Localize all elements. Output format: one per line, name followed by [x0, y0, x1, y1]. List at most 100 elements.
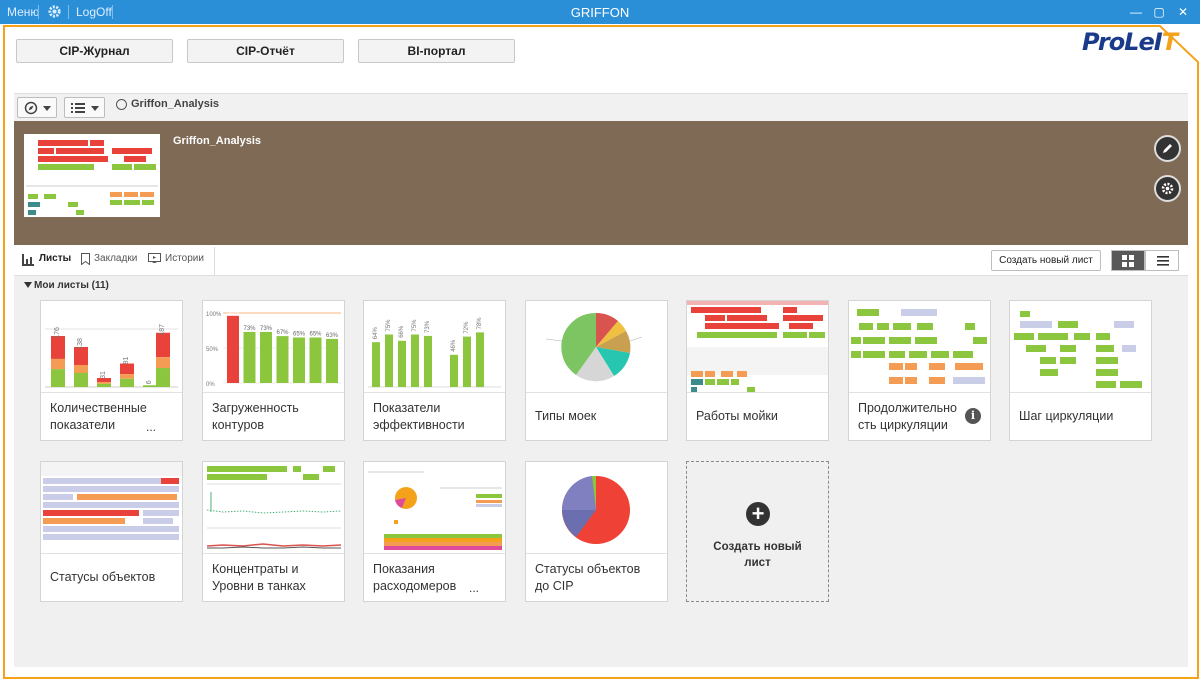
wash-types-pie — [545, 312, 643, 382]
my-sheets-label: Мои листы (11) — [34, 280, 109, 291]
bar-segment — [156, 357, 170, 369]
app-frame — [0, 24, 1200, 680]
cip-journal-button[interactable]: CIP-Журнал — [16, 39, 173, 63]
bar-segment — [120, 374, 134, 379]
data-label: 73% — [260, 326, 273, 332]
proleit-logo: ProLeIT — [1082, 28, 1194, 60]
load-chart: 100%50%0%96%73% 73%67% 65% 65% 63% — [206, 310, 341, 388]
bar — [372, 342, 380, 387]
data-label: 73% — [243, 326, 256, 332]
sheet-thumbnail: 176 138 31 81 6 187 — [41, 301, 182, 393]
bar — [411, 334, 419, 387]
app-breadcrumb[interactable]: Griffon_Analysis — [131, 98, 220, 110]
sheet-title-line1: Концентраты и — [212, 562, 299, 576]
sheet-title-line2: показатели — [50, 418, 116, 432]
sheet-card[interactable]: Концентраты и Уровни в танках — [202, 461, 345, 602]
bar — [243, 331, 256, 383]
data-label: 46% — [451, 339, 457, 352]
create-sheet-card[interactable]: + Создать новый лист — [686, 461, 829, 602]
sheet-thumbnail: 64% 75% 66% 75% 73% 46% 72% 78% — [364, 301, 505, 393]
sheet-title: Типы моек — [535, 409, 597, 423]
sheet-card[interactable]: 64% 75% 66% 75% 73% 46% 72% 78% Показатели эффек… — [363, 300, 506, 441]
sheet-title-line1: Количественные — [50, 401, 147, 415]
sheet-card[interactable]: Шаг циркуляции — [1009, 300, 1152, 441]
bar-segment — [97, 383, 111, 387]
bar — [424, 335, 432, 387]
list-icon — [1157, 256, 1169, 266]
close-icon[interactable]: ✕ — [1177, 5, 1189, 19]
bar — [227, 315, 239, 383]
status-before-cip-pie — [561, 475, 630, 544]
cip-report-button[interactable]: CIP-Отчёт — [187, 39, 344, 63]
data-label: 65% — [293, 332, 306, 338]
gear-icon[interactable] — [47, 4, 62, 19]
bar — [476, 332, 484, 387]
bar-segment — [143, 385, 157, 387]
separator — [38, 5, 39, 19]
sheet-title-line1: Статусы объектов — [535, 562, 641, 576]
create-sheet-label-line2: лист — [744, 557, 771, 569]
tab-stories[interactable]: Истории — [165, 253, 204, 264]
sheet-title-line1: Показания — [373, 562, 435, 576]
bar — [385, 334, 393, 387]
bar-segment — [120, 378, 134, 387]
sheet-thumbnail — [41, 462, 182, 554]
sheet-card[interactable]: Статусы объектов — [40, 461, 183, 602]
menu-link[interactable]: Меню — [7, 5, 40, 19]
bookmark-icon — [81, 253, 90, 265]
data-label: 65% — [309, 332, 322, 338]
sheet-card[interactable]: Работы мойки — [686, 300, 829, 441]
window-title: GRIFFON — [570, 5, 630, 20]
tab-sheets[interactable]: Листы — [39, 253, 72, 264]
minimize-icon[interactable]: — — [1130, 5, 1142, 19]
sheet-title-line2: расходомеров — [373, 579, 457, 593]
sheet-card[interactable]: Статусы объектов до CIP — [525, 461, 668, 602]
logo-accent: T — [1161, 28, 1178, 56]
tick-label: 0% — [206, 382, 215, 388]
caret-down-icon — [24, 282, 32, 288]
data-label: 72% — [464, 321, 470, 334]
create-sheet-button[interactable]: Создать новый лист — [991, 250, 1101, 271]
data-label: 64% — [373, 327, 379, 340]
app-hero: Griffon_Analysis — [14, 121, 1188, 245]
list-icon — [71, 103, 85, 113]
maximize-icon[interactable]: ▢ — [1153, 5, 1165, 19]
logoff-link[interactable]: LogOff — [76, 5, 112, 19]
grid-view-button[interactable] — [1111, 250, 1145, 271]
title-ellipsis: ... — [468, 581, 479, 595]
sheet-title: Загруженность контуров — [212, 400, 332, 434]
hero-app-name: Griffon_Analysis — [173, 135, 262, 147]
sheet-card[interactable]: 100% 50% 0% 96% 73% 73% 67% 65% 65% 63% Загруженн… — [202, 300, 345, 441]
info-icon[interactable]: i — [965, 408, 981, 424]
sheet-card[interactable]: Показания расходомеров ... — [363, 461, 506, 602]
sheet-tabs-bar: Листы Закладки Истории Создать новый лис… — [14, 245, 1188, 276]
list-menu-button[interactable] — [64, 97, 105, 118]
tab-bookmarks[interactable]: Закладки — [94, 253, 138, 264]
compass-icon — [24, 101, 38, 115]
edit-button[interactable] — [1154, 135, 1181, 162]
settings-button[interactable] — [1154, 175, 1181, 202]
sheet-card[interactable]: Продолжительно сть циркуляции i — [848, 300, 991, 441]
sheet-thumbnail — [364, 462, 505, 554]
bar-segment — [74, 372, 88, 387]
sheet-title-line1: Показатели — [373, 401, 441, 415]
sheet-thumbnail — [526, 301, 667, 393]
object-status-gantt — [41, 462, 182, 540]
logo-text: ProLeI — [1082, 28, 1163, 56]
circulation-duration-gantt — [851, 309, 987, 384]
sheet-card[interactable]: Типы моек — [525, 300, 668, 441]
data-label: 75% — [386, 319, 392, 332]
my-sheets-header[interactable]: Мои листы (11) — [24, 280, 109, 291]
flowmeter-readings-chart — [368, 471, 502, 550]
sheet-card[interactable]: 176 138 31 81 6 187 Количественные показатели … — [40, 300, 183, 441]
list-view-button[interactable] — [1145, 250, 1179, 271]
sheet-title-line2: Уровни в танках — [212, 579, 306, 593]
bi-portal-button[interactable]: BI-портал — [358, 39, 515, 63]
grid-icon — [1122, 255, 1134, 267]
tick-label: 100% — [206, 312, 222, 318]
chevron-down-icon — [43, 106, 51, 111]
separator — [68, 5, 69, 19]
navigate-button[interactable] — [17, 97, 57, 118]
sheet-title: Количественные показатели — [50, 400, 170, 434]
create-sheet-label-line1: Создать новый — [713, 541, 802, 553]
